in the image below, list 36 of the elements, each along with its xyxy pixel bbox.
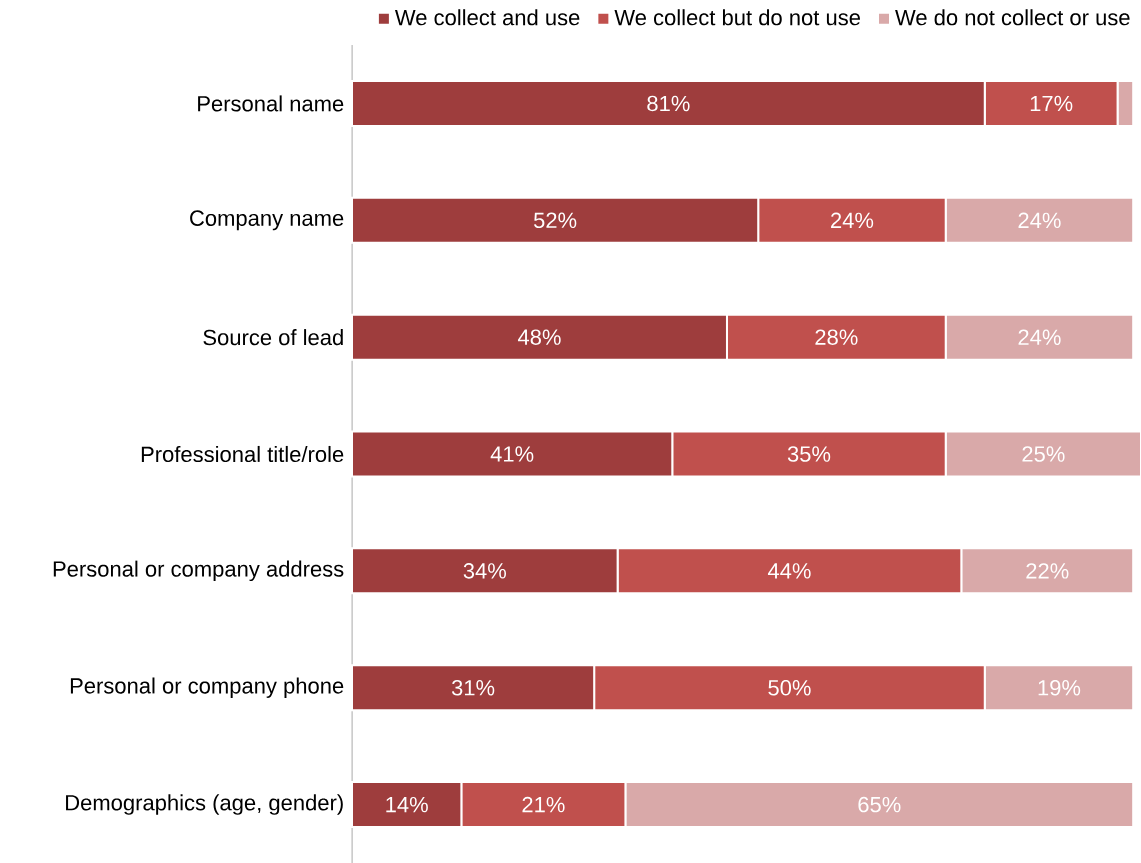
y-tick-label: Company name [190,210,344,231]
data-label: 22% [1026,563,1069,579]
legend-label: We do not collect or use [895,9,1130,26]
bar [944,430,1141,478]
y-tick-label: Professional title/role [141,445,344,463]
y-tick-label: Source of lead [203,329,343,346]
bar [624,781,1135,829]
data-label: 50% [768,679,811,696]
data-label: 19% [1038,679,1081,696]
data-label: 35% [787,446,831,462]
data-label: 44% [767,563,811,579]
y-tick-label: Personal or company address [53,560,344,582]
data-label: 41% [490,446,534,462]
data-label: 48% [517,329,561,345]
data-label: 24% [1018,212,1061,229]
data-label: 24% [1018,329,1061,345]
y-tick-label: Demographics (age, gender) [66,794,343,815]
bar [983,664,1135,712]
bar [960,547,1135,595]
data-label: 34% [463,563,507,579]
data-label: 17% [1030,95,1073,112]
bar [944,313,1135,361]
data-label: 52% [533,212,577,229]
data-label: 14% [386,796,428,813]
legend-label: We collect but do not use [614,9,860,26]
y-tick-label: Personal or company phone [70,677,344,698]
y-tick-label: Personal name [198,95,344,112]
data-label: 81% [647,95,690,112]
data-label: 28% [815,329,858,345]
data-label: 24% [831,212,874,229]
data-label: 65% [858,796,901,813]
data-label: 31% [451,679,495,696]
legend-label: We collect and use [394,9,580,26]
data-label: 25% [1022,446,1065,462]
bar [944,196,1135,244]
data-label: 21% [522,796,565,813]
